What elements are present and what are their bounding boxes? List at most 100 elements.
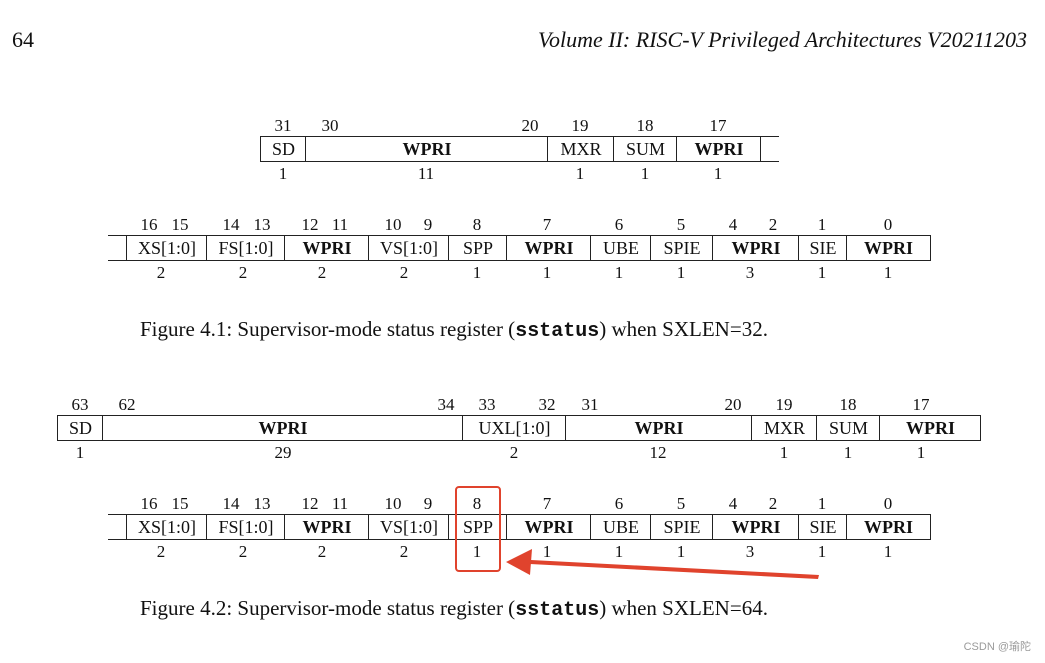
bit-index-label: 4 [728,494,738,513]
field-width-label: 1 [640,164,650,183]
bit-index-label: 1 [817,215,827,234]
bit-index-label: 1 [817,494,827,513]
field-ube: UBE [590,514,651,540]
field-edge [760,136,779,162]
spp-highlight-box [455,486,501,572]
bit-index-label: 11 [331,215,349,234]
field-width-label: 2 [238,263,248,282]
field-fs-1-0: FS[1:0] [206,514,285,540]
field-xs-1-0: XS[1:0] [126,235,207,261]
bit-index-label: 5 [676,494,686,513]
bit-index-label: 18 [839,395,857,414]
field-width-label: 1 [779,443,789,462]
field-width-label: 2 [317,542,327,561]
field-wpri: WPRI [506,235,591,261]
field-wpri: WPRI [846,514,931,540]
bit-index-label: 20 [724,395,742,414]
field-width-label: 1 [542,263,552,282]
bit-index-label: 62 [118,395,136,414]
bit-index-label: 12 [301,494,319,513]
field-edge [980,415,981,441]
bit-index-label: 7 [542,215,552,234]
field-width-label: 1 [713,164,723,183]
field-spie: SPIE [650,235,713,261]
field-ube: UBE [590,235,651,261]
field-sie: SIE [798,235,847,261]
field-width-label: 1 [916,443,926,462]
field-wpri: WPRI [565,415,752,441]
field-width-label: 1 [676,263,686,282]
figure-caption-4-1: Figure 4.1: Supervisor-mode status regis… [140,317,768,343]
field-width-label: 1 [472,263,482,282]
bit-index-label: 34 [437,395,455,414]
field-width-label: 1 [614,263,624,282]
register-fig2-row1: 63 62 34 33 32 31 20 19 18 17 SD WPRI UXL[1:0] WPRI MX… [0,395,1045,465]
field-width-label: 2 [399,263,409,282]
bit-index-label: 14 [222,215,240,234]
field-width-label: 1 [575,164,585,183]
field-wpri: WPRI [846,235,931,261]
field-sd: SD [57,415,103,441]
field-spie: SPIE [650,514,713,540]
field-wpri: WPRI [712,514,799,540]
register-fig1-row1: 31 30 20 19 18 17 SD WPRI MXR SUM WPRI 1 11 1 1 1 [0,116,1045,186]
register-fig1-row2: 16 15 14 13 12 11 10 9 8 7 6 5 4 2 1 0 XS[1:0] FS[1:0] WPR… [0,215,1045,285]
bit-index-label: 19 [571,116,589,135]
bit-index-label: 30 [321,116,339,135]
field-mxr: MXR [751,415,817,441]
bit-index-label: 31 [274,116,292,135]
field-sd: SD [260,136,306,162]
bit-index-label: 20 [521,116,539,135]
field-width-label: 2 [399,542,409,561]
caption-text: ) when SXLEN=32. [599,317,768,341]
bit-index-label: 10 [384,215,402,234]
bit-index-label: 7 [542,494,552,513]
bit-index-label: 4 [728,215,738,234]
bit-index-label: 16 [140,215,158,234]
field-width-label: 2 [156,542,166,561]
bit-index-label: 12 [301,215,319,234]
bit-index-label: 32 [538,395,556,414]
field-width-label: 2 [156,263,166,282]
field-wpri: WPRI [676,136,761,162]
field-width-label: 1 [75,443,85,462]
field-mxr: MXR [547,136,614,162]
caption-text: Figure 4.2: Supervisor-mode status regis… [140,596,516,620]
bit-index-label: 0 [883,494,893,513]
bit-index-label: 10 [384,494,402,513]
field-vs-1-0: VS[1:0] [368,235,449,261]
field-wpri: WPRI [284,235,369,261]
field-width-label: 1 [817,542,827,561]
field-wpri: WPRI [305,136,548,162]
field-vs-1-0: VS[1:0] [368,514,449,540]
bit-index-label: 19 [775,395,793,414]
field-width-label: 1 [614,542,624,561]
bit-index-label: 9 [423,215,433,234]
field-xs-1-0: XS[1:0] [126,514,207,540]
bit-index-label: 31 [581,395,599,414]
bit-index-label: 9 [423,494,433,513]
field-width-label: 1 [883,542,893,561]
field-width-label: 1 [676,542,686,561]
field-wpri: WPRI [879,415,981,441]
bit-index-label: 13 [253,215,271,234]
page-number: 64 [12,27,34,52]
field-wpri: WPRI [712,235,799,261]
field-wpri: WPRI [284,514,369,540]
bit-index-label: 15 [171,215,189,234]
running-title: Volume II: RISC-V Privileged Architectur… [538,27,1027,52]
bit-index-label: 13 [253,494,271,513]
caption-text: Figure 4.1: Supervisor-mode status regis… [140,317,516,341]
field-fs-1-0: FS[1:0] [206,235,285,261]
field-width-label: 12 [649,443,667,462]
field-wpri: WPRI [506,514,591,540]
field-width-label: 3 [745,263,755,282]
bit-index-label: 11 [331,494,349,513]
field-spp: SPP [448,235,507,261]
arrow-head [506,549,532,575]
field-width-label: 1 [883,263,893,282]
bit-index-label: 5 [676,215,686,234]
caption-text: ) when SXLEN=64. [599,596,768,620]
figure-caption-4-2: Figure 4.2: Supervisor-mode status regis… [140,596,768,622]
field-spp: SPP [448,514,507,540]
